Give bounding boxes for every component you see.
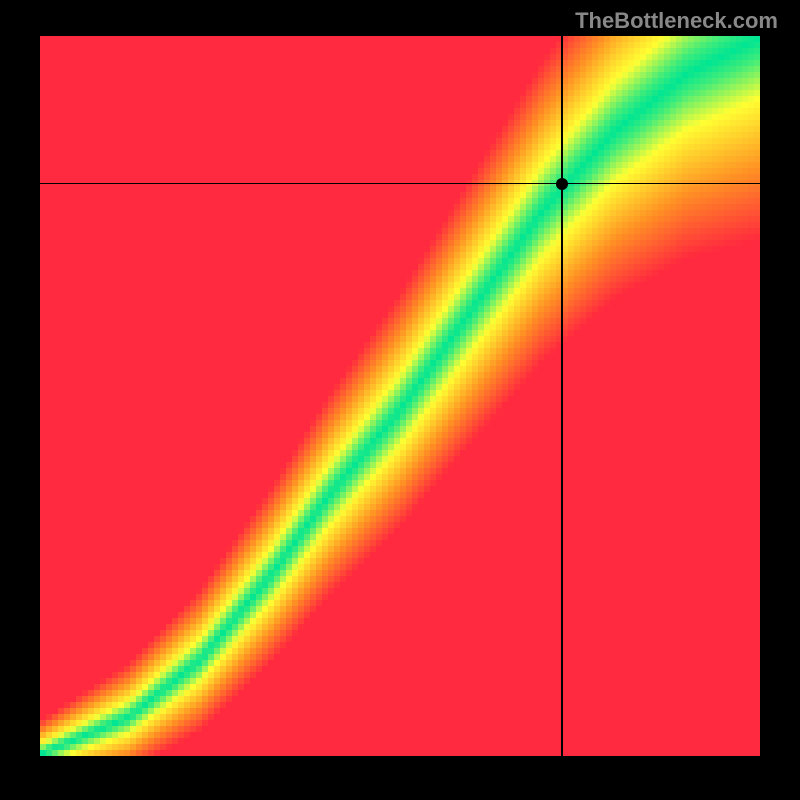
- crosshair-horizontal: [40, 183, 760, 185]
- heatmap-canvas: [40, 36, 760, 756]
- crosshair-point: [556, 178, 568, 190]
- heatmap-plot: [40, 36, 760, 756]
- watermark-text: TheBottleneck.com: [575, 8, 778, 34]
- crosshair-vertical: [561, 36, 563, 756]
